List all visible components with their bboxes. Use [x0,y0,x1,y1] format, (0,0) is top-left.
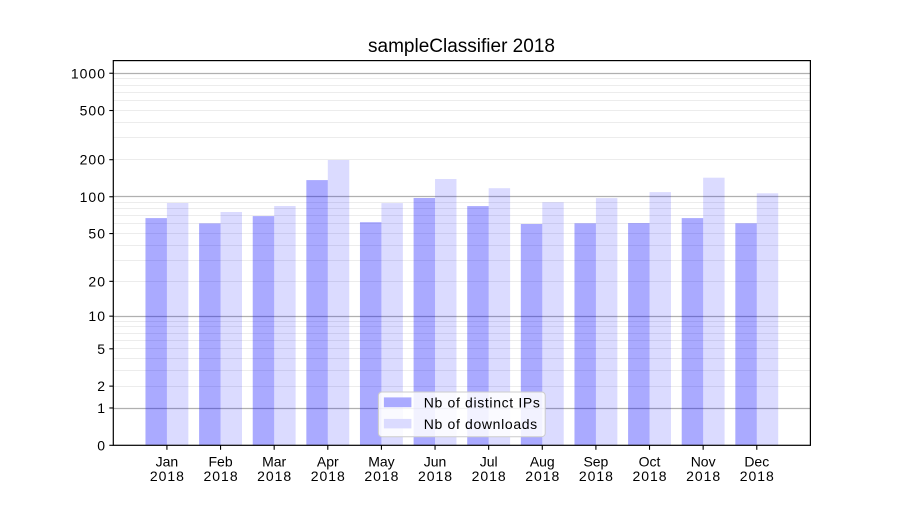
svg-text:2018: 2018 [472,468,507,484]
svg-text:2018: 2018 [311,468,346,484]
svg-text:1000: 1000 [71,65,106,81]
svg-text:10: 10 [88,308,106,324]
svg-text:Aug: Aug [530,454,555,470]
svg-text:2018: 2018 [579,468,614,484]
svg-text:May: May [368,454,394,470]
svg-text:1: 1 [97,400,106,416]
svg-text:Jun: Jun [424,454,447,470]
svg-text:2018: 2018 [418,468,453,484]
svg-text:2018: 2018 [257,468,292,484]
svg-text:0: 0 [97,437,106,453]
svg-text:Mar: Mar [262,454,286,470]
svg-text:100: 100 [80,189,106,205]
svg-text:Jan: Jan [156,454,179,470]
svg-text:2018: 2018 [632,468,667,484]
svg-text:2018: 2018 [525,468,560,484]
svg-text:Feb: Feb [208,454,232,470]
svg-text:sampleClassifier 2018: sampleClassifier 2018 [368,36,555,57]
svg-text:5: 5 [97,341,106,357]
svg-text:2018: 2018 [203,468,238,484]
svg-text:Nb of downloads: Nb of downloads [424,416,538,432]
svg-text:20: 20 [88,273,106,289]
svg-text:2018: 2018 [364,468,399,484]
svg-text:Apr: Apr [317,454,339,470]
svg-text:2018: 2018 [740,468,775,484]
svg-text:Jul: Jul [480,454,498,470]
svg-text:Sep: Sep [583,454,608,470]
svg-text:200: 200 [80,152,106,168]
svg-text:Oct: Oct [639,454,661,470]
svg-text:Nb of distinct IPs: Nb of distinct IPs [424,394,541,410]
svg-text:Nov: Nov [691,454,716,470]
svg-text:2: 2 [97,378,106,394]
svg-text:2018: 2018 [150,468,185,484]
svg-text:2018: 2018 [686,468,721,484]
svg-text:50: 50 [88,226,106,242]
svg-text:500: 500 [80,103,106,119]
svg-text:Dec: Dec [744,454,769,470]
